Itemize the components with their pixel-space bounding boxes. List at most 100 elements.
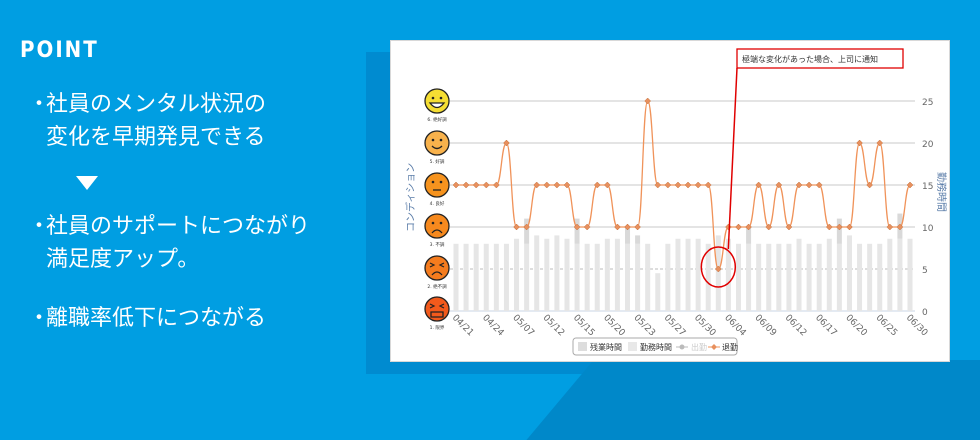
face-eye (439, 138, 443, 142)
work-hours-bar (584, 243, 590, 311)
work-hours-bar (907, 238, 913, 311)
face-eye (429, 262, 445, 268)
work-hours-bar (756, 243, 762, 311)
work-hours-bar (766, 243, 772, 311)
condition-marker (503, 139, 510, 147)
condition-marker (694, 181, 702, 189)
work-hours-bar (514, 238, 520, 311)
condition-marker (836, 223, 843, 231)
work-hours-bar (503, 243, 509, 311)
face-label: 5. 好調 (430, 158, 445, 165)
face-eye (429, 303, 445, 309)
face-mouth (430, 311, 444, 318)
condition-marker (624, 223, 631, 231)
x-tick-label: 04/24 (480, 313, 506, 339)
condition-marker (482, 181, 490, 189)
condition-marker (876, 139, 884, 147)
work-hours-bar (715, 235, 721, 311)
work-hours-bar (685, 238, 691, 311)
condition-marker (664, 181, 672, 189)
work-hours-bar (675, 238, 681, 311)
condition-marker (755, 181, 763, 189)
overtime-bar (524, 218, 530, 244)
condition-marker (815, 181, 823, 189)
condition-marker (513, 223, 520, 231)
face-label: 4. 良好 (430, 200, 445, 207)
work-hours-bar (655, 273, 661, 311)
work-hours-bar (614, 238, 620, 311)
work-hours-bar (826, 238, 832, 311)
work-hours-bar (635, 243, 641, 311)
overtime-bar (625, 227, 631, 244)
work-hours-bar (625, 243, 631, 311)
x-tick-label: 06/12 (783, 313, 808, 338)
work-hours-bar (877, 243, 883, 311)
x-tick-label: 06/20 (843, 313, 869, 339)
overtime-bar (574, 218, 580, 244)
x-tick-label: 05/15 (571, 313, 596, 338)
condition-marker (805, 181, 813, 189)
legend-marker (679, 344, 685, 350)
condition-marker (573, 223, 581, 231)
x-tick-label: 05/12 (541, 313, 566, 338)
condition-marker (603, 181, 611, 189)
condition-marker (472, 181, 480, 189)
y-tick-label: 0 (922, 308, 928, 318)
y-tick-label: 15 (922, 182, 933, 192)
face-mouth (428, 102, 446, 109)
condition-marker (896, 223, 904, 231)
work-hours-bar (705, 243, 711, 311)
condition-marker (523, 223, 530, 231)
work-hours-bar (493, 243, 499, 311)
face-eye (431, 96, 435, 100)
work-hours-bar (746, 243, 752, 311)
work-hours-bar (695, 238, 701, 311)
condition-marker (775, 181, 783, 189)
condition-marker (765, 223, 773, 231)
work-hours-bar (776, 243, 782, 311)
overtime-bar (836, 218, 842, 244)
work-hours-bar (564, 238, 570, 311)
condition-marker (785, 223, 793, 231)
work-hours-bar (846, 235, 852, 311)
work-hours-bar (554, 235, 560, 311)
face-eye (439, 96, 443, 100)
face-label: 1. 限界 (430, 324, 445, 331)
work-hours-bar (534, 235, 540, 311)
condition-marker (493, 181, 500, 189)
work-hours-bar (816, 243, 822, 311)
point-heading: POINT (20, 38, 99, 63)
work-hours-bar (574, 243, 580, 311)
left-axis-label: コンディション (404, 163, 417, 232)
callout-line (727, 67, 738, 250)
condition-marker (745, 223, 752, 231)
condition-marker (533, 181, 541, 189)
smile-face-icon (424, 130, 450, 156)
overtime-bar (746, 227, 752, 244)
work-hours-bar (604, 238, 610, 311)
very-sad-face-icon (424, 255, 450, 281)
condition-marker (553, 181, 561, 189)
work-hours-bar (645, 243, 651, 311)
condition-marker (614, 223, 621, 231)
down-arrow-icon (76, 176, 98, 190)
neutral-face-icon (424, 172, 450, 198)
condition-marker (674, 181, 682, 189)
legend-swatch-overtime (578, 342, 587, 351)
work-hours-bar (857, 243, 863, 311)
condition-marker (846, 223, 853, 231)
x-tick-label: 06/04 (722, 313, 748, 339)
condition-marker (654, 181, 662, 189)
legend-label: 退勤 (722, 342, 738, 352)
right-axis-label: 勤務時間 (935, 172, 948, 212)
face-label: 2. 絶不調 (427, 283, 447, 290)
legend-box (572, 337, 738, 356)
y-tick-label: 5 (922, 266, 928, 276)
legend-label: 出勤 (691, 342, 707, 352)
work-hours-bar (453, 243, 459, 311)
face-label: 3. 不調 (430, 241, 445, 248)
condition-marker (583, 223, 591, 231)
condition-marker (452, 181, 460, 189)
x-tick-label: 05/30 (692, 313, 718, 339)
x-tick-label: 06/09 (753, 313, 779, 339)
